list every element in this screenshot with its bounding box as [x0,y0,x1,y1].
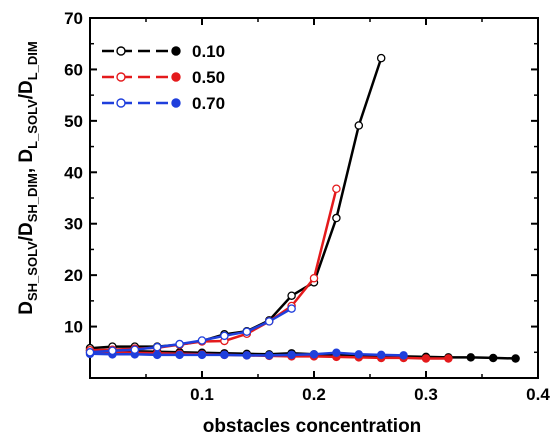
legend-marker-open [116,98,126,108]
x-tick-label: 0.2 [302,385,326,404]
data-point-filled [242,351,252,360]
legend-marker-filled [171,46,181,56]
data-point-filled [309,350,319,359]
data-point-filled [399,351,408,360]
series-line-open [89,307,293,354]
y-tick-label: 60 [64,60,83,79]
data-point-open [332,184,341,193]
y-tick-label: 50 [64,112,83,131]
data-point-filled [332,348,341,358]
y-axis-label: DSH_SOLV/DSH_DIM, DL_SOLV/DL_DIM [16,41,40,314]
data-point-filled [152,350,162,360]
data-point-filled [376,350,386,360]
data-point-filled [220,350,229,360]
data-point-open [220,331,229,341]
legend-label: 0.70 [192,94,225,113]
y-tick-label: 70 [64,9,83,28]
data-point-filled [197,350,207,360]
axes: 0.1 0.2 0.3 0.4 10 20 30 40 50 60 70 [64,9,550,404]
data-point-open [264,317,274,326]
legend-item: 0.50 [102,68,225,87]
legend-marker-open [116,72,126,82]
plot-area [85,53,520,363]
series-0.50 [85,184,453,363]
series-0.70 [85,304,408,360]
data-point-open [354,121,364,130]
legend-marker-open [116,46,126,56]
data-point-open [287,291,296,300]
data-point-filled [511,354,520,363]
data-point-open [175,339,184,349]
data-point-filled [175,350,184,360]
data-point-open [287,304,296,313]
data-point-open [242,327,252,336]
legend: 0.10 0.50 0.70 [102,42,225,113]
data-point-open [130,345,140,354]
data-point-filled [354,350,364,359]
y-tick-label: 40 [64,163,83,182]
plot-frame [89,17,539,379]
data-point-filled [421,354,431,363]
data-point-open [197,336,207,345]
data-point-open [332,213,341,223]
data-point-filled [264,351,274,360]
legend-marker-filled [171,72,181,82]
data-point-open [376,53,386,63]
legend-label: 0.50 [192,68,225,87]
legend-item: 0.10 [102,42,225,61]
series-line-open [89,57,383,350]
data-point-filled [466,353,476,362]
data-point-open [309,273,319,283]
y-tick-label: 20 [64,266,83,285]
y-tick-label: 30 [64,215,83,234]
legend-label: 0.10 [192,42,225,61]
legend-marker-filled [171,98,181,108]
x-axis-label: obstacles concentration [203,416,422,437]
data-point-filled [488,353,498,363]
legend-item: 0.70 [102,94,225,113]
series-line-open [89,188,338,352]
data-point-open [85,348,95,357]
x-tick-label: 0.3 [414,385,438,404]
series-0.10 [85,53,520,363]
data-point-open [108,346,117,355]
data-point-open [152,342,162,352]
x-tick-label: 0.4 [526,385,550,404]
data-point-filled [287,350,296,360]
data-point-filled [444,354,453,363]
y-tick-label: 10 [64,318,83,337]
x-tick-label: 0.1 [190,385,214,404]
